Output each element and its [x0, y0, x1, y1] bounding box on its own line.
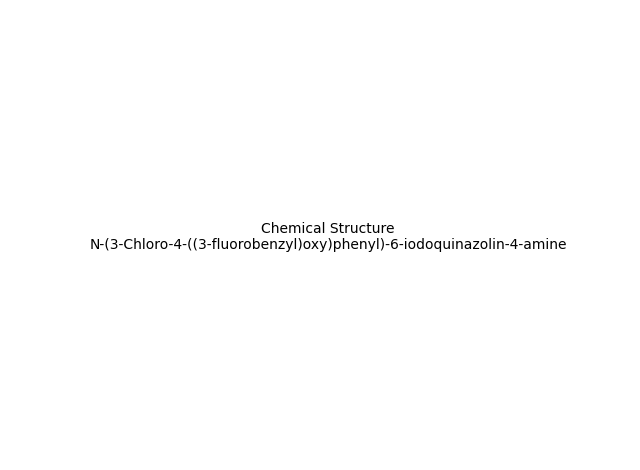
Text: Chemical Structure
N-(3-Chloro-4-((3-fluorobenzyl)oxy)phenyl)-6-iodoquinazolin-4: Chemical Structure N-(3-Chloro-4-((3-flu…	[89, 222, 567, 252]
